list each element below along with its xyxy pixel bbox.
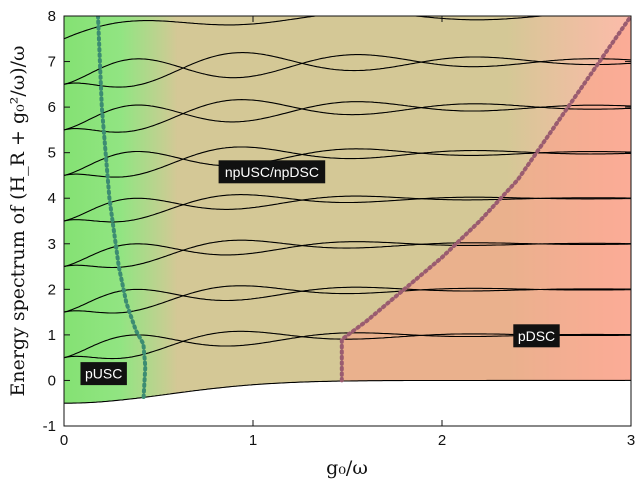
right-boundary	[339, 16, 631, 383]
y-tick-label: -1	[43, 418, 56, 435]
region-label-npusc-npdsc: npUSC/npDSC	[218, 160, 326, 184]
phase-boundaries	[96, 16, 631, 403]
region-label-box	[218, 160, 326, 184]
region-label-box	[513, 324, 560, 348]
y-tick-label: 3	[48, 236, 56, 253]
energy-level-6-b	[64, 99, 631, 133]
region-label-text: npUSC/npDSC	[225, 164, 319, 180]
energy-level-4-b	[64, 194, 631, 223]
energy-level-2-b	[64, 285, 631, 314]
y-tick-label: 0	[48, 372, 56, 389]
y-axis-label: Energy spectrum of (H_R + g₀²/ω)/ω	[7, 45, 29, 396]
x-tick-label: 1	[249, 432, 257, 449]
x-tick-label: 3	[627, 432, 635, 449]
region-label-pusc: pUSC	[80, 362, 127, 386]
x-tick-label: 2	[438, 432, 446, 449]
x-tick-label: 0	[60, 432, 68, 449]
region-label-text: pDSC	[518, 328, 555, 344]
region-label-text: pUSC	[85, 366, 122, 382]
region-label-box	[80, 362, 127, 386]
left-boundary	[96, 16, 148, 403]
energy-level-7-b	[64, 52, 631, 88]
x-axis-label: g₀/ω	[326, 457, 368, 479]
y-tick-label: 4	[48, 190, 56, 207]
y-tick-label: 2	[48, 281, 56, 298]
y-tick-label: 7	[48, 54, 56, 71]
y-tick-label: 5	[48, 145, 56, 162]
region-labels: pUSC npUSC/npDSC pDSC	[80, 160, 560, 386]
plot-frame	[63, 15, 632, 427]
energy-level-0	[64, 379, 631, 404]
y-tick-label: 1	[48, 327, 56, 344]
energy-level-7-a	[64, 54, 631, 85]
region-label-pdsc: pDSC	[513, 324, 560, 348]
energy-level-3-b	[64, 239, 631, 269]
y-tick-label: 8	[48, 8, 56, 25]
y-tick-label: 6	[48, 99, 56, 116]
